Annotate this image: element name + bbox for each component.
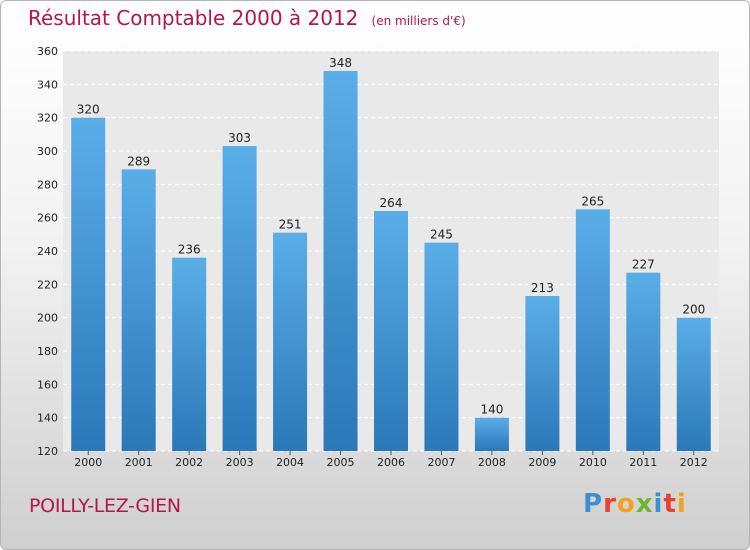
bar-2011 [626, 272, 661, 451]
y-tick-label: 340 [37, 78, 58, 91]
x-tick-label-2006: 2006 [377, 456, 405, 469]
logo-letter: P [583, 489, 604, 519]
y-tick-label: 160 [37, 378, 58, 391]
y-tick-label: 180 [37, 345, 58, 358]
bar-2009 [525, 296, 560, 451]
bars [71, 71, 711, 452]
x-tick-label-2003: 2003 [226, 456, 254, 469]
logo-letter: r [603, 489, 617, 519]
value-label-2012: 200 [682, 303, 705, 317]
y-tick-label: 140 [37, 412, 58, 425]
x-tick-label-2009: 2009 [528, 456, 556, 469]
x-axis-labels: 2000 2001 2002 2003 2004 2005 2006 2007 2008 2009… [74, 451, 708, 469]
y-axis-labels: 120 140 160 180 200 220 240 260 280 300 320 340 360 [37, 45, 58, 458]
y-tick-label: 260 [37, 212, 58, 225]
y-tick-label: 320 [37, 112, 58, 125]
bar-2003 [222, 146, 257, 451]
value-label-2006: 264 [380, 196, 403, 210]
bar-2007 [424, 242, 459, 451]
bar-2008 [474, 417, 509, 451]
x-tick-label-2005: 2005 [327, 456, 355, 469]
value-label-2009: 213 [531, 281, 554, 295]
logo-letter: x [635, 489, 654, 519]
y-tick-label: 300 [37, 145, 58, 158]
x-tick-label-2001: 2001 [125, 456, 153, 469]
bar-2005 [323, 71, 358, 451]
y-tick-label: 220 [37, 278, 58, 291]
y-tick-label: 120 [37, 445, 58, 458]
bar-2004 [273, 232, 308, 451]
logo-letter: o [616, 489, 636, 519]
logo-letter: i [676, 489, 687, 519]
bar-2001 [121, 169, 156, 452]
value-label-2008: 140 [480, 403, 503, 417]
value-label-2004: 251 [279, 218, 302, 232]
bar-2010 [575, 209, 610, 451]
x-tick-label-2000: 2000 [74, 456, 102, 469]
logo-letter: i [653, 489, 664, 519]
y-tick-label: 200 [37, 312, 58, 325]
y-tick-label: 360 [37, 45, 58, 58]
value-label-2001: 289 [127, 154, 150, 168]
x-tick-label-2008: 2008 [478, 456, 506, 469]
y-tick-label: 240 [37, 245, 58, 258]
value-label-2005: 348 [329, 56, 352, 70]
value-label-2007: 245 [430, 228, 453, 242]
value-label-2011: 227 [632, 258, 655, 272]
y-tick-label: 280 [37, 178, 58, 191]
bar-2002 [172, 257, 207, 451]
x-tick-label-2010: 2010 [579, 456, 607, 469]
logo-letter: t [663, 489, 677, 519]
bar-2000 [71, 117, 106, 452]
value-labels: 320 289 236 303 251 348 264 245 140 213 265 227 200 [77, 56, 705, 417]
x-tick-label-2012: 2012 [680, 456, 708, 469]
value-label-2000: 320 [77, 103, 100, 117]
chart-subtitle: (en milliers d'€) [371, 14, 466, 28]
title-row: Résultat Comptable 2000 à 2012 (en milli… [28, 6, 466, 30]
x-tick-label-2011: 2011 [629, 456, 657, 469]
x-tick-label-2007: 2007 [427, 456, 455, 469]
value-label-2003: 303 [228, 131, 251, 145]
bar-2012 [676, 317, 711, 451]
value-label-2002: 236 [178, 243, 201, 257]
proxiti-logo[interactable]: Proxiti [583, 489, 687, 519]
bar-2006 [374, 211, 408, 451]
x-tick-label-2004: 2004 [276, 456, 304, 469]
city-name: POILLY-LEZ-GIEN [29, 495, 181, 517]
chart-title: Résultat Comptable 2000 à 2012 [28, 6, 359, 30]
x-tick-label-2002: 2002 [175, 456, 203, 469]
value-label-2010: 265 [581, 194, 604, 208]
